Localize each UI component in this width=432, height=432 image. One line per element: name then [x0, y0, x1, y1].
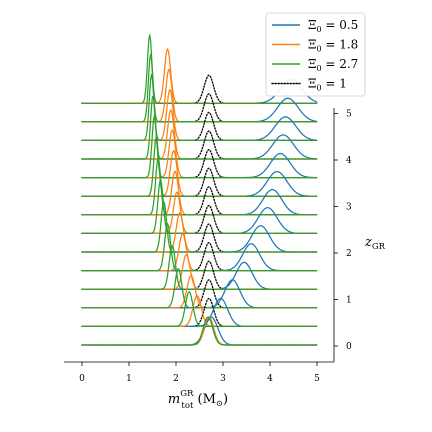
x-axis: 0 1 2 3 4 5 mGR tot (M⊙) [64, 361, 334, 411]
ridge-line [81, 241, 318, 272]
ridge-line [82, 222, 317, 272]
ridge-line [82, 243, 317, 272]
ridge-z-1.2 [81, 244, 318, 290]
ridge-line [81, 167, 318, 197]
y-tick-label: 0 [346, 342, 352, 352]
legend-item: Ξ0 = 2.7 [272, 57, 358, 73]
ridge-z-0.8 [81, 268, 318, 309]
ridge-line [82, 95, 317, 160]
ridge-line [82, 200, 317, 253]
y-tick-label: 5 [346, 110, 352, 120]
ridge-z-2.4 [81, 179, 318, 235]
ridge-line [82, 268, 317, 309]
ridge-line [81, 223, 318, 253]
ridge-z-0 [81, 316, 318, 346]
ridge-line [82, 274, 317, 309]
x-tick-label: 1 [126, 374, 132, 384]
legend-item: Ξ0 = 1 [271, 77, 347, 93]
ridge-line [81, 297, 318, 328]
x-tick-label: 4 [267, 374, 273, 384]
ridge-line [82, 212, 317, 253]
ridge-line [82, 316, 317, 346]
legend-label: Ξ0 = 1 [308, 77, 347, 93]
legend-item: Ξ0 = 0.5 [272, 18, 358, 34]
ridge-line [82, 179, 317, 235]
ridge-lines [81, 34, 318, 346]
y-axis: 0 1 2 3 4 5 zGR [333, 108, 386, 362]
ridge-z-3.6 [81, 115, 318, 179]
x-tick-label: 5 [314, 374, 320, 384]
ridge-z-1.6 [81, 222, 318, 272]
ridge-line [82, 244, 317, 290]
ridge-line [82, 73, 317, 142]
ridge-line [81, 186, 318, 216]
y-axis-label: zGR [364, 235, 386, 252]
ridge-line [81, 93, 318, 123]
legend-item: Ξ0 = 1.8 [272, 38, 358, 54]
ridge-line [81, 260, 318, 290]
legend-label: Ξ0 = 0.5 [308, 18, 358, 34]
ridge-line [81, 111, 318, 142]
ridge-line [82, 157, 317, 216]
ridge-line [82, 253, 317, 290]
legend-label: Ξ0 = 1.8 [308, 38, 358, 54]
ridge-line [82, 115, 317, 179]
y-tick-label: 2 [346, 249, 352, 259]
legend-frame [265, 12, 366, 97]
x-axis-label: mGR tot (M⊙) [168, 389, 228, 411]
ridge-z-4.4 [81, 73, 318, 142]
y-ticks: 0 1 2 3 4 5 [334, 110, 352, 352]
ridge-line [81, 204, 318, 235]
ridge-z-4 [81, 95, 318, 160]
ridge-z-5.2 [81, 34, 318, 104]
x-ticks: 0 1 2 3 4 5 [79, 362, 320, 384]
ridge-z-3.2 [81, 136, 318, 197]
y-tick-label: 1 [346, 296, 352, 306]
legend: Ξ0 = 0.5 Ξ0 = 1.8 Ξ0 = 2.7 Ξ0 = 1 [265, 12, 366, 97]
ridge-line [82, 261, 317, 290]
ridge-z-2.8 [81, 157, 318, 216]
x-tick-label: 2 [173, 374, 179, 384]
x-tick-label: 3 [220, 374, 226, 384]
ridge-line [82, 136, 317, 197]
x-tick-label: 0 [79, 374, 85, 384]
ridge-line [82, 191, 317, 235]
ridge-line [82, 89, 317, 142]
y-tick-label: 3 [346, 203, 352, 213]
legend-label: Ξ0 = 2.7 [308, 57, 358, 73]
ridge-z-0.4 [81, 291, 318, 328]
ridge-z-2 [81, 200, 318, 253]
ridge-line [82, 316, 317, 346]
ridge-line [82, 291, 317, 328]
y-tick-label: 4 [346, 156, 352, 166]
ridge-line [82, 34, 317, 104]
